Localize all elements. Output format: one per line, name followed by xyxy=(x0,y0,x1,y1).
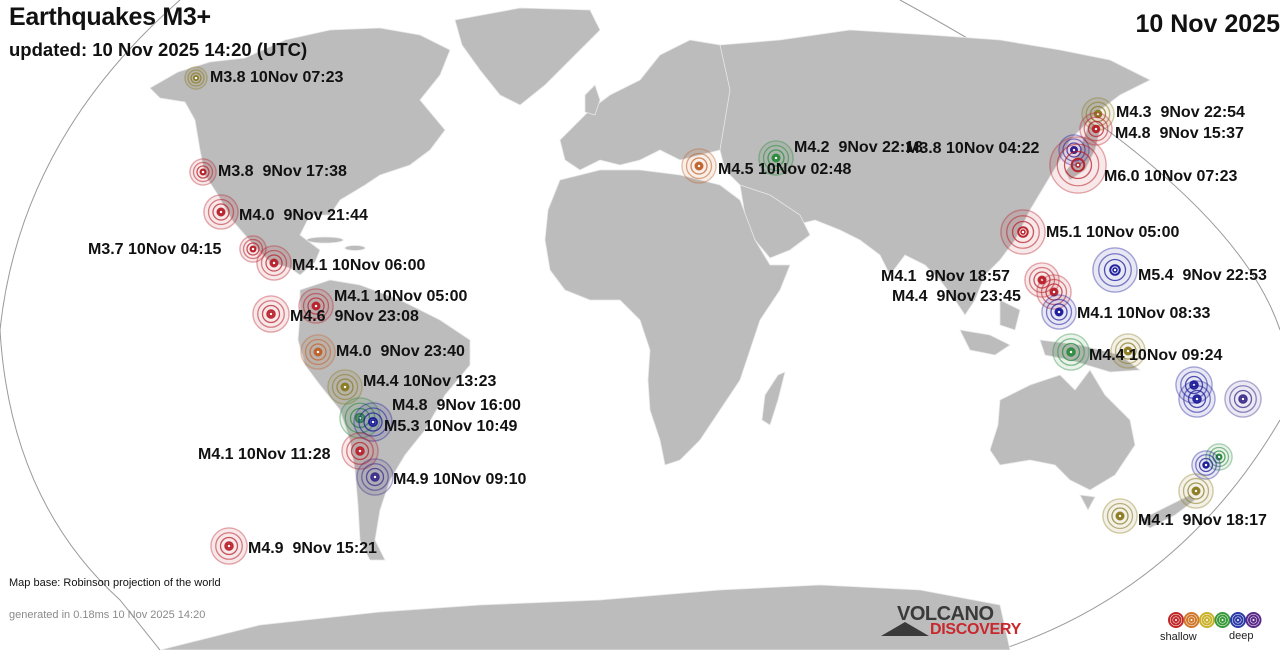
quake-label: M3.8 10Nov 04:22 xyxy=(906,140,1040,157)
volcano-triangle-icon xyxy=(881,622,929,636)
quake-marker[interactable] xyxy=(239,235,267,263)
quake-marker[interactable] xyxy=(341,432,379,470)
legend-ring-icon xyxy=(1248,614,1259,626)
quake-label: M4.3 9Nov 22:54 xyxy=(1116,104,1245,121)
legend-deep-label: deep xyxy=(1229,630,1254,642)
quake-label: M4.1 10Nov 08:33 xyxy=(1077,305,1211,322)
quake-markers xyxy=(184,66,1262,565)
quake-label: M4.9 9Nov 15:21 xyxy=(248,540,377,557)
quake-label: M4.4 10Nov 09:24 xyxy=(1089,347,1223,364)
quake-marker[interactable] xyxy=(252,295,290,333)
legend-ring-icon xyxy=(1168,612,1184,628)
quake-label: M4.1 10Nov 05:00 xyxy=(334,288,468,305)
quake-label: M4.1 9Nov 18:57 xyxy=(881,268,1010,285)
quake-marker[interactable] xyxy=(681,148,717,184)
quake-marker[interactable] xyxy=(1178,380,1216,418)
quake-marker[interactable] xyxy=(758,140,794,176)
quake-label: M5.4 9Nov 22:53 xyxy=(1138,267,1267,284)
land-madagascar xyxy=(761,371,786,426)
map-title: Earthquakes M3+ xyxy=(9,3,211,31)
quake-marker[interactable] xyxy=(300,334,336,370)
legend-ring-icon xyxy=(1219,617,1226,623)
quake-marker[interactable] xyxy=(353,402,393,442)
quake-label: M4.8 9Nov 16:00 xyxy=(392,397,521,414)
volcano-discovery-logo[interactable]: VOLCANO DISCOVERY xyxy=(880,603,1040,644)
legend-ring-icon xyxy=(1173,617,1179,623)
map-date: 10 Nov 2025 xyxy=(1135,10,1280,38)
legend-ring-icon xyxy=(1230,612,1246,628)
legend-ring-icon xyxy=(1170,614,1182,626)
quake-marker[interactable] xyxy=(298,288,334,324)
quake-marker[interactable] xyxy=(1102,498,1138,534)
quake-label: M4.2 9Nov 22:18 xyxy=(794,139,923,156)
legend-ring-icon xyxy=(1214,612,1231,628)
quake-marker[interactable] xyxy=(1000,209,1046,255)
legend-ring-icon xyxy=(1204,617,1210,623)
quake-label: M3.7 10Nov 04:15 xyxy=(88,241,222,258)
land-north-america xyxy=(149,27,451,276)
legend-ring-icon xyxy=(1186,614,1197,626)
land-south-america xyxy=(297,279,471,561)
legend-shallow-label: shallow xyxy=(1160,631,1197,643)
legend-ring-icon xyxy=(1235,617,1241,623)
quake-marker[interactable] xyxy=(1092,247,1138,293)
land-antarctica xyxy=(159,584,1011,650)
quake-marker[interactable] xyxy=(1049,136,1107,194)
quake-marker[interactable] xyxy=(189,158,217,186)
land-greenland xyxy=(454,7,601,106)
quake-label: M4.5 10Nov 02:48 xyxy=(718,161,852,178)
depth-legend-rings xyxy=(1168,612,1262,628)
quake-label: M4.9 10Nov 09:10 xyxy=(393,471,527,488)
quake-marker[interactable] xyxy=(1041,294,1077,330)
legend-ring-icon xyxy=(1232,614,1244,626)
logo-text-discovery: DISCOVERY xyxy=(930,621,1021,638)
land-new-zealand xyxy=(1139,494,1196,529)
quake-label: M4.0 9Nov 21:44 xyxy=(239,207,368,224)
quake-marker[interactable] xyxy=(210,527,248,565)
logo-text-volcano: VOLCANO xyxy=(897,603,994,625)
map-base-note: Map base: Robinson projection of the wor… xyxy=(9,577,221,589)
quake-marker[interactable] xyxy=(203,194,239,230)
legend-ring-icon xyxy=(1245,612,1262,628)
land-australia xyxy=(989,369,1136,491)
quake-label: M4.0 9Nov 23:40 xyxy=(336,343,465,360)
quake-label: M4.1 10Nov 11:28 xyxy=(198,446,331,463)
quake-marker[interactable] xyxy=(184,66,208,90)
quake-label: M3.8 9Nov 17:38 xyxy=(218,163,347,180)
legend-ring-icon xyxy=(1217,614,1228,626)
landmasses xyxy=(149,7,1196,650)
quake-marker[interactable] xyxy=(1079,112,1113,146)
legend-ring-icon xyxy=(1201,614,1213,626)
quake-marker[interactable] xyxy=(327,369,363,405)
quake-marker[interactable] xyxy=(1110,333,1146,369)
quake-label: M5.1 10Nov 05:00 xyxy=(1046,224,1180,241)
updated-timestamp: updated: 10 Nov 2025 14:20 (UTC) xyxy=(9,39,308,60)
quake-label: M4.1 9Nov 18:17 xyxy=(1138,512,1267,529)
quake-label: M6.0 10Nov 07:23 xyxy=(1104,168,1238,185)
quake-label: M3.8 10Nov 07:23 xyxy=(210,69,344,86)
generated-note: generated in 0.18ms 10 Nov 2025 14:20 xyxy=(9,609,206,621)
quake-label: M4.1 10Nov 06:00 xyxy=(292,257,426,274)
quake-label: M4.8 9Nov 15:37 xyxy=(1115,125,1244,142)
quake-marker[interactable] xyxy=(1178,473,1214,509)
land-africa xyxy=(544,169,791,466)
quake-marker[interactable] xyxy=(1224,380,1262,418)
quake-marker[interactable] xyxy=(256,245,292,281)
quake-marker[interactable] xyxy=(356,458,394,496)
quake-label: M4.4 9Nov 23:45 xyxy=(892,288,1021,305)
quake-marker[interactable] xyxy=(1191,450,1221,480)
quake-label: M5.3 10Nov 10:49 xyxy=(384,418,518,435)
quake-label: M4.4 10Nov 13:23 xyxy=(363,373,497,390)
legend-ring-icon xyxy=(1183,612,1200,628)
legend-ring-icon xyxy=(1199,612,1215,628)
quake-marker[interactable] xyxy=(1052,333,1090,371)
quake-label: M4.6 9Nov 23:08 xyxy=(290,308,419,325)
depth-legend: shallow deep xyxy=(1160,608,1270,650)
legend-ring-icon xyxy=(1188,617,1195,623)
legend-ring-icon xyxy=(1250,617,1257,623)
